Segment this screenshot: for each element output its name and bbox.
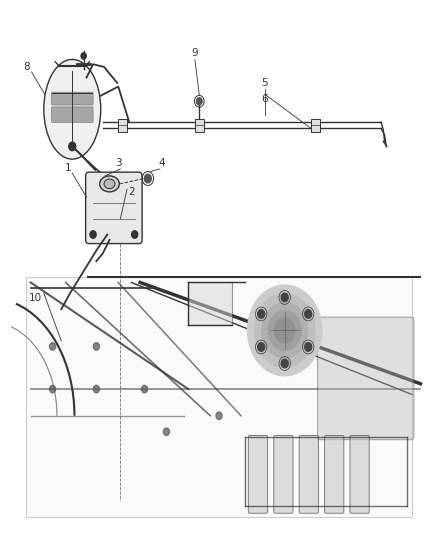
Bar xyxy=(311,119,320,132)
Circle shape xyxy=(49,385,56,393)
Circle shape xyxy=(49,343,56,350)
Circle shape xyxy=(216,412,222,419)
Circle shape xyxy=(258,310,265,318)
FancyBboxPatch shape xyxy=(325,435,344,513)
Text: 6: 6 xyxy=(261,94,268,103)
Circle shape xyxy=(268,310,301,351)
Text: 4: 4 xyxy=(159,158,166,167)
Circle shape xyxy=(81,53,86,59)
Circle shape xyxy=(281,359,288,368)
Text: 8: 8 xyxy=(23,62,30,71)
Text: 5: 5 xyxy=(261,78,268,87)
FancyBboxPatch shape xyxy=(248,435,268,513)
Ellipse shape xyxy=(104,179,115,189)
Circle shape xyxy=(90,231,96,238)
FancyBboxPatch shape xyxy=(52,92,93,105)
Circle shape xyxy=(196,98,202,105)
Text: 10: 10 xyxy=(28,294,42,303)
Bar xyxy=(118,119,127,132)
Circle shape xyxy=(274,318,295,343)
Text: 3: 3 xyxy=(115,158,122,167)
Circle shape xyxy=(145,174,152,183)
Circle shape xyxy=(141,385,148,393)
Text: 1: 1 xyxy=(64,163,71,173)
Bar xyxy=(195,119,204,132)
Circle shape xyxy=(93,343,99,350)
FancyBboxPatch shape xyxy=(299,435,318,513)
FancyBboxPatch shape xyxy=(26,277,412,517)
Ellipse shape xyxy=(44,59,101,159)
Circle shape xyxy=(131,231,138,238)
Circle shape xyxy=(305,310,312,318)
Ellipse shape xyxy=(99,176,119,192)
Circle shape xyxy=(254,293,315,368)
Circle shape xyxy=(281,293,288,302)
Text: 2: 2 xyxy=(128,187,135,197)
Circle shape xyxy=(93,385,99,393)
FancyBboxPatch shape xyxy=(318,317,414,440)
Circle shape xyxy=(247,285,322,376)
FancyBboxPatch shape xyxy=(52,107,93,122)
Circle shape xyxy=(261,302,308,359)
Circle shape xyxy=(163,428,170,435)
FancyBboxPatch shape xyxy=(350,435,369,513)
Circle shape xyxy=(258,343,265,351)
Circle shape xyxy=(305,343,312,351)
Bar xyxy=(188,282,232,325)
FancyBboxPatch shape xyxy=(86,172,142,244)
FancyBboxPatch shape xyxy=(274,435,293,513)
Circle shape xyxy=(69,142,76,151)
Text: 9: 9 xyxy=(191,49,198,58)
